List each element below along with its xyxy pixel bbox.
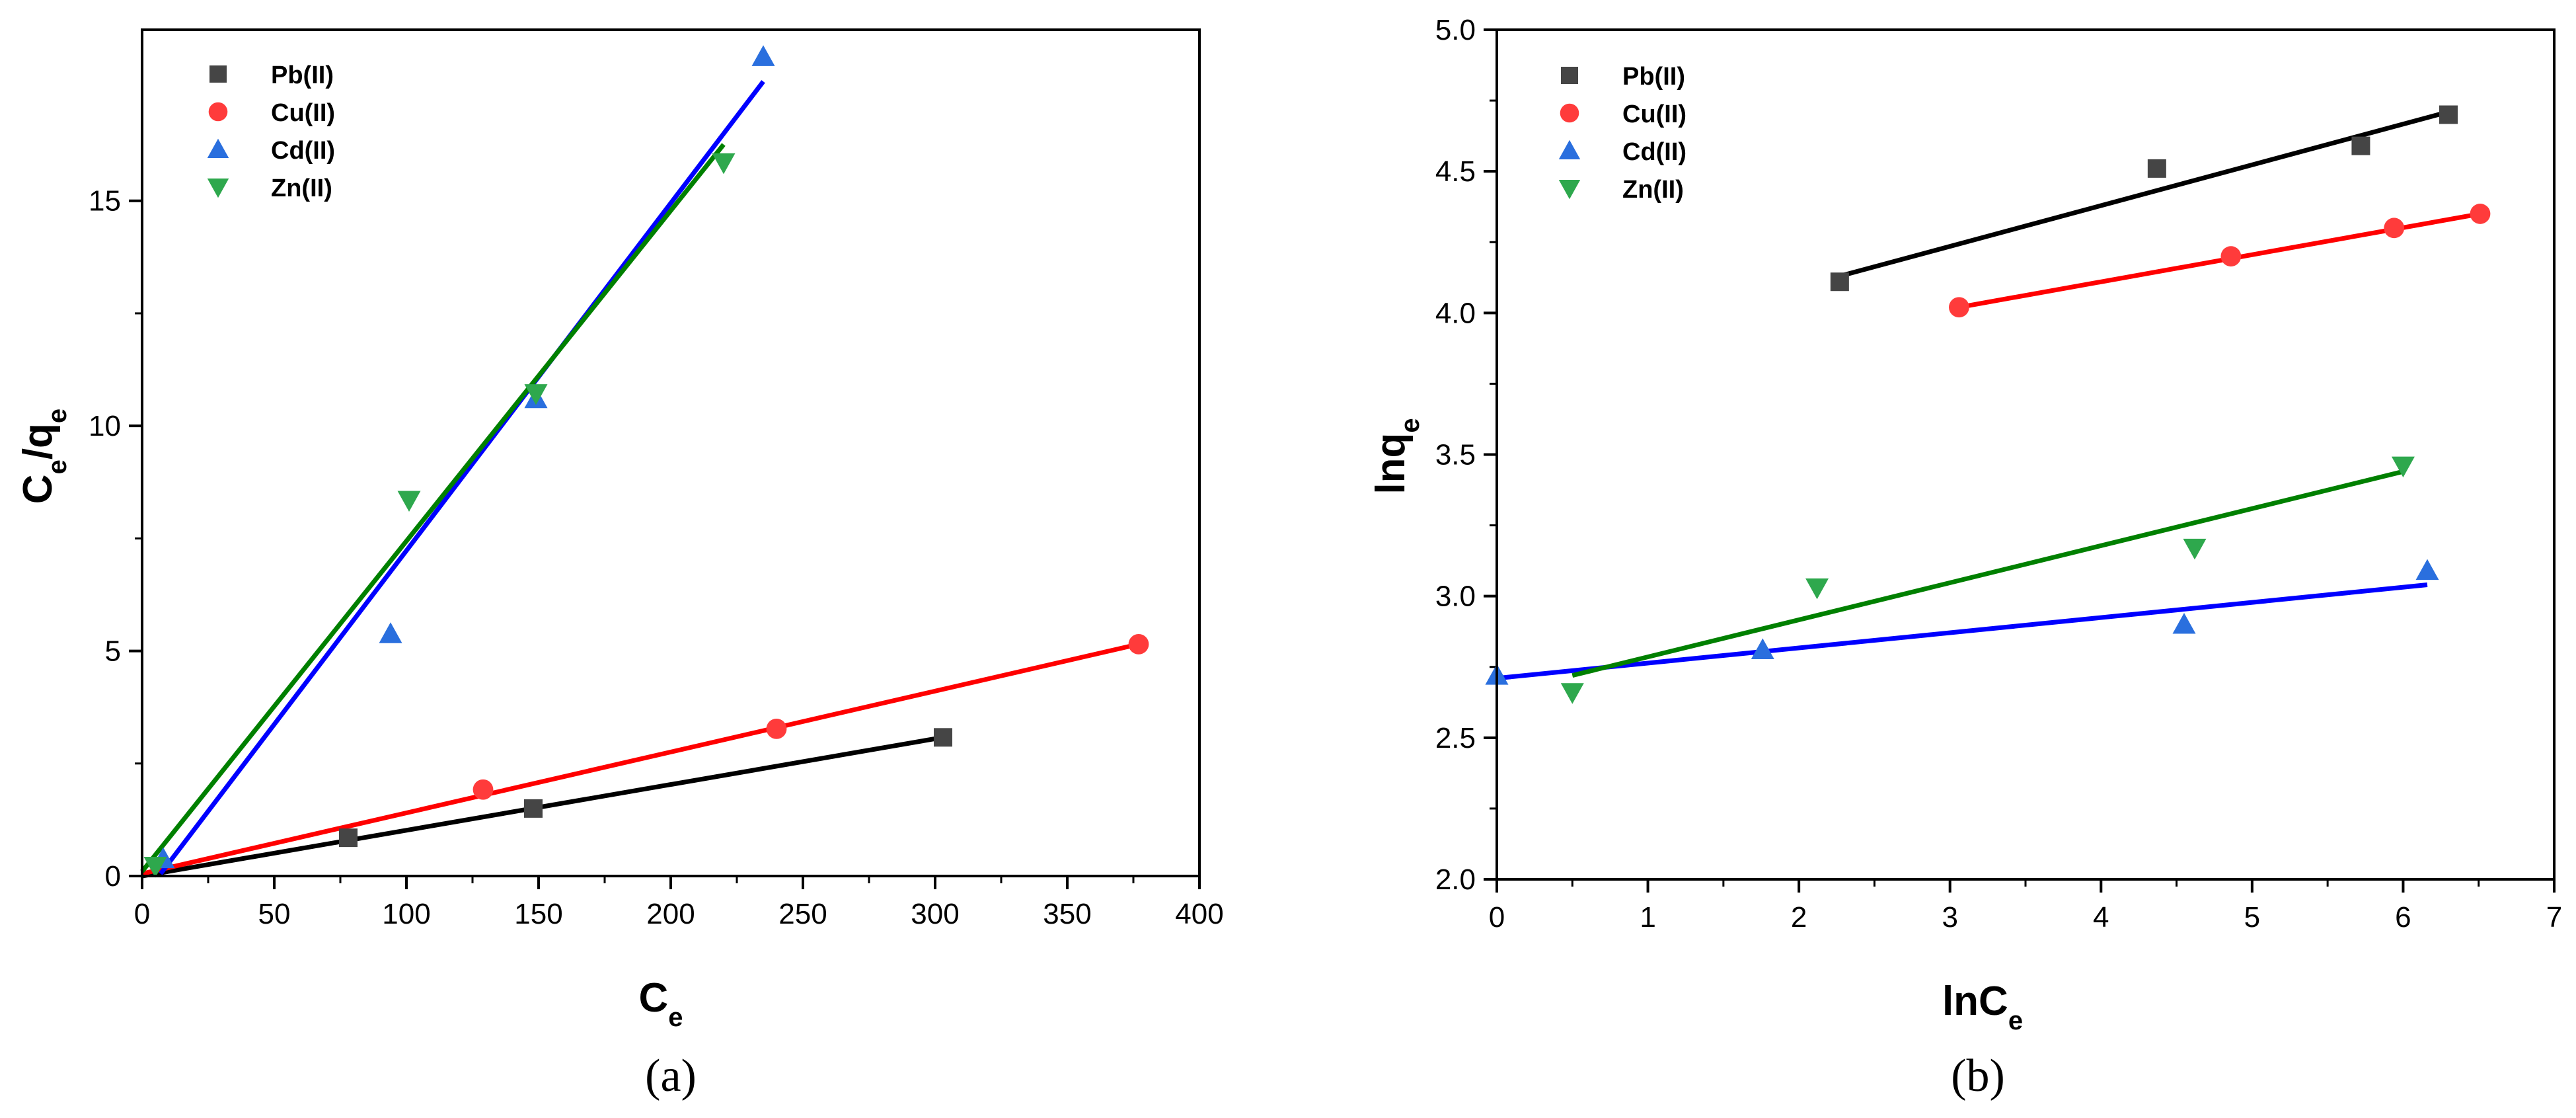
fit-line-pbii (1838, 109, 2449, 279)
x-tick-label: 3 (1942, 901, 1957, 934)
x-tick-label: 7 (2546, 901, 2562, 934)
y-tick-label: 4.0 (1435, 297, 1476, 329)
data-point (2351, 136, 2370, 155)
legend-label: Pb(II) (1622, 63, 1685, 91)
legend-marker (1558, 180, 1581, 200)
data-point (2415, 559, 2439, 580)
y-axis-title-b: lnqe (1368, 418, 1425, 494)
y-tick-label: 2.0 (1435, 863, 1476, 896)
x-tick-label: 150 (514, 898, 562, 930)
legend-marker (209, 65, 227, 83)
fit-line-cdii (1496, 582, 2428, 681)
data-point (766, 718, 787, 739)
y-tick-label: 5 (105, 635, 121, 668)
plot-frame-b (1496, 28, 2556, 881)
tick-labels-a: 0 50 100 150 200 250 300 350 400 0 5 10 15 (89, 185, 1224, 930)
x-tick-label: 6 (2395, 901, 2411, 934)
data-point (934, 728, 952, 747)
chart-panel-b: 0 1 2 3 4 5 6 7 2.0 2.5 3.0 3.5 4.0 4.5 5.0 Pb(II) Cu(I… (1368, 14, 2562, 1101)
chart-panel-a: 0 50 100 150 200 250 300 350 400 0 5 10 15 Pb(II) Cu(… (15, 28, 1224, 1101)
y-tick-label: 2.5 (1435, 722, 1476, 754)
data-point (2391, 456, 2415, 478)
x-tick-label: 200 (646, 898, 695, 930)
legend-label: Zn(II) (1622, 176, 1684, 204)
data-point (2384, 218, 2405, 239)
x-tick-label: 2 (1791, 901, 1807, 934)
x-tick-label: 0 (134, 898, 150, 930)
data-point (1751, 638, 1774, 660)
data-point (2183, 538, 2207, 560)
axis-ticks-b (1484, 28, 2556, 893)
data-point (1830, 272, 1849, 292)
data-points-a (143, 45, 1149, 878)
legend-marker (207, 179, 229, 198)
data-point (1805, 578, 1829, 600)
data-point (712, 153, 736, 175)
data-point (143, 857, 167, 878)
legend-marker (208, 102, 228, 122)
data-point (2439, 105, 2458, 124)
legend-label: Cu(II) (1622, 100, 1686, 128)
data-point (473, 779, 494, 800)
y-tick-label: 3.5 (1435, 439, 1476, 471)
plot-frame-a (141, 28, 1201, 877)
data-point (1560, 683, 1584, 704)
y-tick-label: 5.0 (1435, 14, 1476, 46)
legend-marker (207, 138, 229, 158)
legend-marker (1560, 103, 1579, 123)
y-tick-label: 3.0 (1435, 580, 1476, 613)
fit-line-cdii (159, 80, 765, 875)
caption-b: (b) (1951, 1051, 2005, 1101)
data-point (397, 491, 421, 512)
legend-label: Cd(II) (271, 137, 335, 165)
y-tick-label: 10 (89, 410, 121, 442)
y-tick-label: 4.5 (1435, 155, 1476, 188)
data-point (1949, 297, 1969, 318)
x-tick-label: 300 (911, 898, 959, 930)
legend-label: Cu(II) (271, 99, 335, 127)
fit-line-znii (1572, 469, 2404, 678)
x-axis-title-b: lnCe (1942, 978, 2023, 1035)
data-point (2147, 159, 2166, 178)
legend-label: Cd(II) (1622, 138, 1686, 166)
x-axis-title-a: Ce (638, 975, 683, 1032)
x-tick-label: 1 (1640, 901, 1655, 934)
x-tick-label: 100 (382, 898, 430, 930)
fit-line-cuii (141, 641, 1139, 877)
legend-label: Zn(II) (271, 175, 332, 202)
x-tick-label: 4 (2093, 901, 2109, 934)
x-tick-label: 50 (258, 898, 291, 930)
data-point (751, 45, 775, 66)
legend-b: Pb(II) Cu(II) Cd(II) Zn(II) (1558, 63, 1686, 204)
data-point (2470, 204, 2491, 224)
y-axis-title-a: Ce/qe (15, 409, 72, 504)
data-point (379, 622, 402, 643)
x-tick-label: 5 (2244, 901, 2260, 934)
x-tick-label: 350 (1043, 898, 1091, 930)
legend-label: Pb(II) (271, 61, 334, 89)
y-tick-label: 15 (89, 185, 121, 218)
data-point (1128, 633, 1149, 655)
y-tick-label: 0 (105, 860, 121, 893)
data-point (2172, 613, 2196, 634)
data-point (339, 828, 358, 848)
x-tick-label: 250 (778, 898, 827, 930)
tick-labels-b: 0 1 2 3 4 5 6 7 2.0 2.5 3.0 3.5 4.0 4.5 5.0 (1435, 14, 2562, 934)
legend-marker (1558, 140, 1581, 159)
legend-a: Pb(II) Cu(II) Cd(II) Zn(II) (207, 61, 335, 202)
caption-a: (a) (645, 1051, 697, 1101)
legend-marker (1561, 67, 1578, 84)
fit-line-znii (140, 143, 726, 873)
x-tick-label: 400 (1175, 898, 1223, 930)
data-point (2220, 246, 2242, 267)
x-tick-label: 0 (1489, 901, 1505, 934)
data-point (524, 799, 543, 818)
data-point (524, 384, 548, 405)
